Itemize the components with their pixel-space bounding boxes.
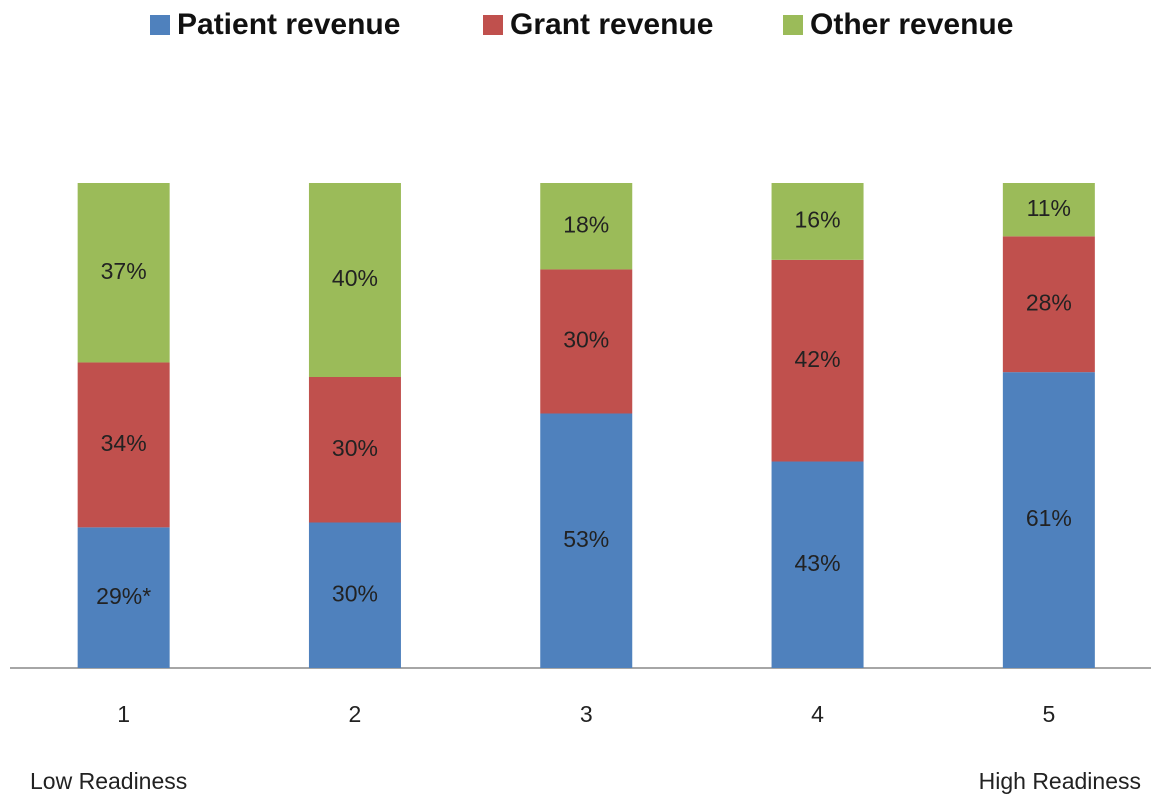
legend-label: Patient revenue <box>177 8 400 41</box>
bar-segment <box>308 183 401 377</box>
data-label: 16% <box>795 206 841 232</box>
bar-segment <box>1002 372 1095 668</box>
bar-segment <box>77 527 170 668</box>
bar-segment <box>1002 183 1095 237</box>
x-tick-label: 1 <box>117 701 130 727</box>
x-tick-label: 2 <box>349 701 362 727</box>
data-label: 29%* <box>96 583 151 609</box>
bar-segment <box>1002 236 1095 373</box>
bar-segment <box>540 183 633 270</box>
data-label: 28% <box>1026 289 1072 315</box>
bar-segment <box>771 259 864 462</box>
legend-label: Grant revenue <box>510 8 713 41</box>
data-label: 30% <box>332 435 378 461</box>
bar-segment <box>771 183 864 260</box>
legend-swatch <box>783 15 803 35</box>
annotation: High Readiness <box>979 768 1141 794</box>
legend-label: Other revenue <box>810 8 1013 41</box>
data-label: 40% <box>332 265 378 291</box>
bar-segment <box>308 522 401 668</box>
data-label: 18% <box>563 211 609 237</box>
x-tick-label: 4 <box>811 701 824 727</box>
data-label: 34% <box>101 430 147 456</box>
data-label: 42% <box>795 346 841 372</box>
bar-segment <box>540 269 633 414</box>
data-label: 30% <box>332 580 378 606</box>
bar-segment <box>77 362 170 528</box>
legend-swatch <box>150 15 170 35</box>
bar-segment <box>540 413 633 668</box>
annotation: Low Readiness <box>30 768 187 794</box>
data-label: 11% <box>1027 195 1071 221</box>
data-label: 30% <box>563 327 609 353</box>
legend-swatch <box>483 15 503 35</box>
x-tick-label: 5 <box>1042 701 1055 727</box>
data-label: 37% <box>101 258 147 284</box>
bar-segment <box>308 377 401 523</box>
data-label: 61% <box>1026 505 1072 531</box>
legend: Patient revenue Grant revenue Other revenu… <box>150 8 1013 41</box>
data-label: 53% <box>563 526 609 552</box>
x-tick-label: 3 <box>580 701 593 727</box>
bar-segment <box>771 461 864 668</box>
bar-segment <box>77 183 170 363</box>
data-label: 43% <box>795 550 841 576</box>
